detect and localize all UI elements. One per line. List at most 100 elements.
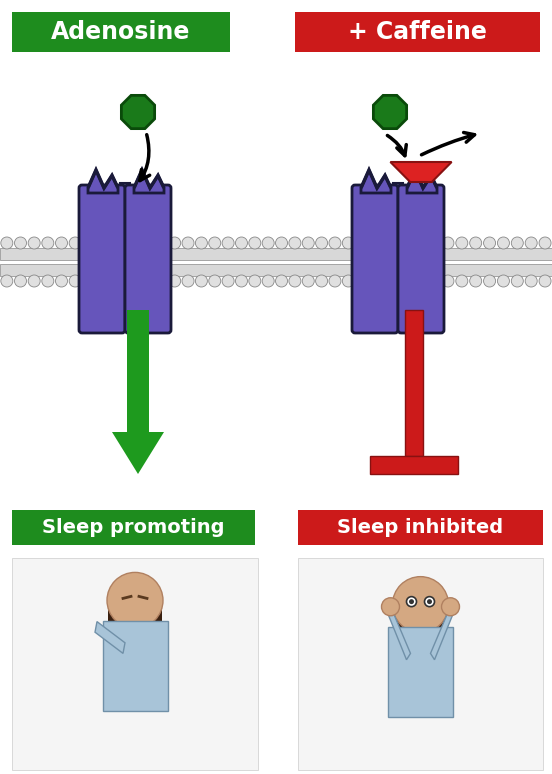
Circle shape — [381, 598, 400, 616]
Circle shape — [195, 237, 208, 249]
Text: + Caffeine: + Caffeine — [348, 20, 487, 44]
Circle shape — [195, 275, 208, 287]
Bar — [12, 12, 230, 52]
Circle shape — [249, 237, 261, 249]
Circle shape — [442, 237, 454, 249]
Bar — [0, 264, 552, 276]
Circle shape — [249, 275, 261, 287]
Circle shape — [28, 275, 40, 287]
Circle shape — [209, 237, 221, 249]
Polygon shape — [112, 432, 164, 474]
Circle shape — [1, 237, 13, 249]
Circle shape — [69, 237, 81, 249]
Polygon shape — [95, 622, 125, 653]
Circle shape — [342, 275, 354, 287]
Circle shape — [262, 275, 274, 287]
Polygon shape — [390, 162, 452, 182]
Circle shape — [484, 237, 496, 249]
Circle shape — [28, 237, 40, 249]
Circle shape — [1, 275, 13, 287]
Circle shape — [275, 237, 288, 249]
Circle shape — [236, 275, 247, 287]
Circle shape — [236, 237, 247, 249]
Bar — [103, 621, 167, 711]
Polygon shape — [121, 95, 155, 128]
Circle shape — [289, 237, 301, 249]
Circle shape — [342, 237, 354, 249]
Bar — [120, 183, 130, 294]
Bar — [370, 456, 458, 474]
Circle shape — [69, 275, 81, 287]
Text: Sleep promoting: Sleep promoting — [43, 518, 225, 537]
Circle shape — [222, 275, 234, 287]
Circle shape — [182, 275, 194, 287]
Circle shape — [511, 275, 523, 287]
Circle shape — [222, 237, 234, 249]
Bar — [405, 310, 423, 456]
Circle shape — [169, 237, 181, 249]
Circle shape — [56, 237, 67, 249]
Circle shape — [456, 275, 468, 287]
FancyBboxPatch shape — [398, 185, 444, 333]
Circle shape — [42, 275, 54, 287]
Bar — [298, 510, 543, 545]
Circle shape — [484, 275, 496, 287]
Circle shape — [14, 275, 26, 287]
Circle shape — [316, 237, 327, 249]
Bar — [12, 558, 258, 770]
Circle shape — [470, 237, 482, 249]
Polygon shape — [361, 170, 391, 193]
Polygon shape — [88, 170, 118, 193]
Bar — [298, 558, 543, 770]
FancyBboxPatch shape — [125, 185, 171, 333]
Circle shape — [497, 275, 509, 287]
Circle shape — [427, 599, 432, 604]
Circle shape — [525, 237, 537, 249]
Circle shape — [302, 275, 314, 287]
Circle shape — [525, 275, 537, 287]
Circle shape — [316, 275, 327, 287]
Bar — [388, 627, 453, 717]
Circle shape — [329, 237, 341, 249]
Circle shape — [42, 237, 54, 249]
Circle shape — [262, 237, 274, 249]
Polygon shape — [431, 611, 453, 659]
Circle shape — [107, 573, 163, 628]
Circle shape — [275, 275, 288, 287]
Bar — [295, 12, 540, 52]
Polygon shape — [373, 95, 407, 128]
Circle shape — [470, 275, 482, 287]
Circle shape — [302, 237, 314, 249]
Circle shape — [456, 237, 468, 249]
Circle shape — [182, 237, 194, 249]
Bar — [127, 310, 149, 432]
Circle shape — [209, 275, 221, 287]
Circle shape — [14, 237, 26, 249]
Polygon shape — [134, 170, 164, 193]
Polygon shape — [407, 170, 437, 193]
Circle shape — [406, 597, 417, 607]
Circle shape — [329, 275, 341, 287]
Circle shape — [56, 275, 67, 287]
Bar — [0, 248, 552, 260]
Circle shape — [392, 577, 448, 632]
Circle shape — [497, 237, 509, 249]
FancyBboxPatch shape — [394, 594, 448, 635]
Polygon shape — [389, 611, 411, 659]
Circle shape — [424, 597, 434, 607]
FancyBboxPatch shape — [79, 185, 125, 333]
Circle shape — [442, 598, 459, 616]
FancyBboxPatch shape — [352, 185, 398, 333]
Circle shape — [409, 599, 414, 604]
FancyBboxPatch shape — [108, 591, 162, 630]
Bar — [12, 510, 255, 545]
Circle shape — [539, 237, 551, 249]
Text: Sleep inhibited: Sleep inhibited — [337, 518, 503, 537]
Circle shape — [289, 275, 301, 287]
Circle shape — [442, 275, 454, 287]
Bar — [393, 183, 403, 294]
Text: Adenosine: Adenosine — [51, 20, 190, 44]
Circle shape — [511, 237, 523, 249]
Circle shape — [169, 275, 181, 287]
Circle shape — [539, 275, 551, 287]
